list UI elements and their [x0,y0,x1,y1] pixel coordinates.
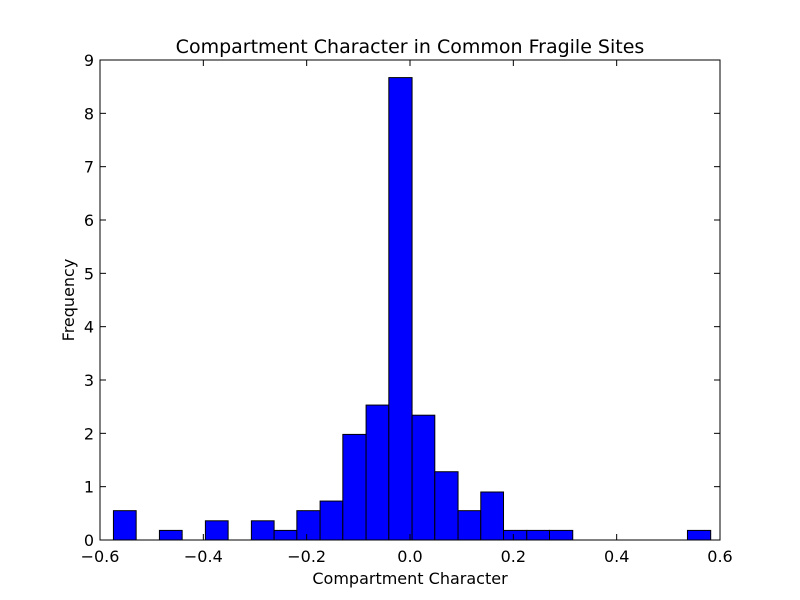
y-tick-label: 3 [84,371,94,390]
histogram-bar [296,510,321,541]
y-tick-label: 5 [84,264,94,283]
histogram-bar [204,520,229,541]
x-tick-label: −0.4 [184,547,223,566]
histogram-bar [388,77,413,541]
y-tick-label: 8 [84,104,94,123]
y-tick-label: 2 [84,424,94,443]
x-tick-label: 0.6 [707,547,732,566]
histogram-bar [365,404,390,541]
histogram-bar [250,520,275,541]
x-tick-label: −0.6 [81,547,120,566]
bars-group [112,77,712,541]
histogram-bar [549,529,574,541]
y-tick-label: 0 [84,531,94,550]
y-tick-label: 9 [84,51,94,70]
histogram-bar [434,471,459,541]
y-tick-label: 1 [84,478,94,497]
histogram-bar [480,491,505,541]
histogram-bar [411,414,436,541]
histogram-bar [273,529,298,541]
chart-title: Compartment Character in Common Fragile … [176,36,645,58]
histogram-bar [158,529,183,541]
y-tick-label: 4 [84,318,94,337]
x-axis-label: Compartment Character [312,569,508,588]
histogram-bar [342,433,367,541]
histogram-bar [457,510,482,541]
histogram-bar [526,529,551,541]
histogram-bar [112,510,137,541]
histogram-bar [686,529,712,541]
y-tick-label: 6 [84,211,94,230]
y-axis-label: Frequency [59,259,78,342]
ticks-group: −0.6 −0.4 −0.2 0.0 0.2 0.4 0.6 0 1 2 3 4 5 6 7 8 9 [81,51,733,566]
x-tick-label: −0.2 [287,547,326,566]
y-tick-label: 7 [84,158,94,177]
histogram-bar [319,500,344,541]
histogram-bar [503,529,528,541]
x-tick-label: 0.2 [501,547,526,566]
plot-frame [99,59,721,541]
x-tick-label: 0.0 [397,547,422,566]
x-tick-label: 0.4 [604,547,629,566]
